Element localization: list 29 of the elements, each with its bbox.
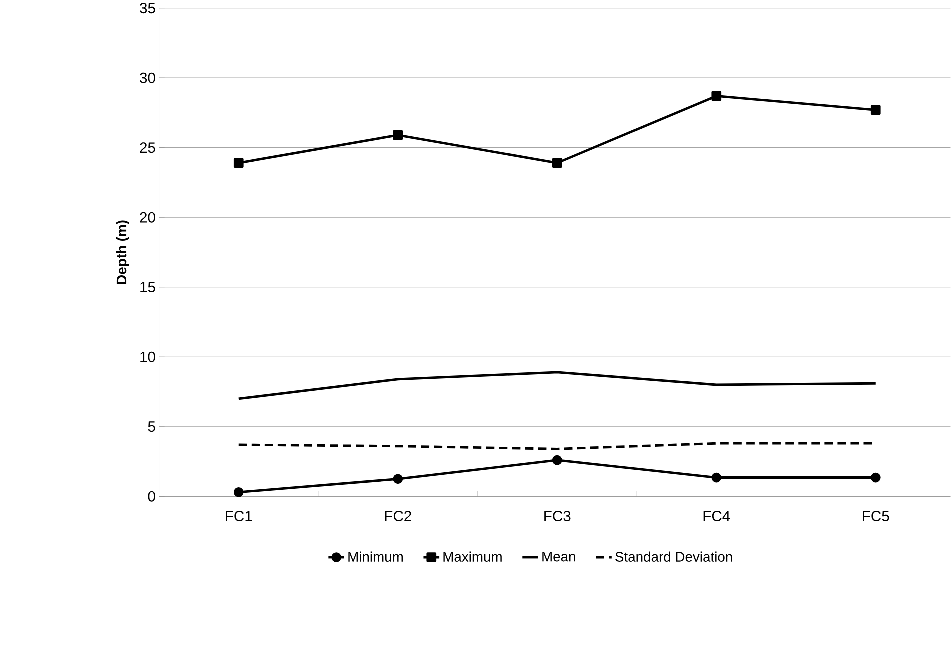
y-axis-title: Depth (m) xyxy=(116,220,130,284)
point xyxy=(393,130,404,140)
y-tick-label: 20 xyxy=(140,212,156,223)
point xyxy=(712,472,722,483)
line-series xyxy=(238,371,878,400)
legend-label: Minimum xyxy=(348,552,403,562)
legend-label: Standard Deviation xyxy=(616,552,732,562)
point xyxy=(870,472,881,483)
legend-label: Maximum xyxy=(444,552,502,562)
y-tick-label: 35 xyxy=(140,3,156,14)
point xyxy=(234,158,244,168)
point xyxy=(552,455,562,466)
x-tick-label: FC2 xyxy=(385,511,412,522)
point xyxy=(870,105,881,116)
y-tick-label: 10 xyxy=(140,352,156,362)
x-tick-label: FC5 xyxy=(863,511,890,522)
point xyxy=(234,488,244,498)
y-tick-label: 15 xyxy=(140,282,156,293)
y-tick-label: 0 xyxy=(148,491,156,502)
y-tick-label: 30 xyxy=(140,72,156,84)
point xyxy=(393,474,404,484)
x-tick-label: FC4 xyxy=(704,511,730,522)
point xyxy=(712,91,722,102)
x-tick-label: FC3 xyxy=(544,511,571,522)
y-tick-label: 25 xyxy=(140,142,156,154)
x-tick-label: FC1 xyxy=(226,511,252,522)
point xyxy=(552,158,562,168)
legend-label: Mean xyxy=(542,552,576,562)
y-tick-label: 5 xyxy=(148,422,156,432)
